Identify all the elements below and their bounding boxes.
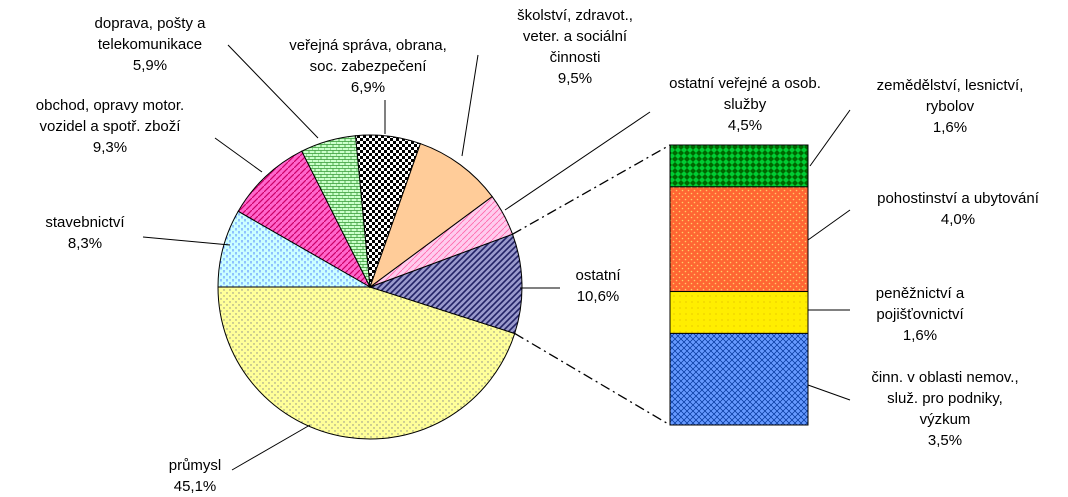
label-text: 45,1% [173, 478, 217, 495]
data-label: pohostinství a ubytování 4,0% [877, 188, 1039, 230]
pie-slice [237, 150, 372, 289]
label-text: obchod, opravy motor. vozidel a spotř. z… [35, 97, 185, 135]
data-label: doprava, pošty a telekomunikace 5,9% [95, 13, 206, 76]
label-text: 9,3% [92, 139, 128, 156]
label-text: průmysl [168, 457, 222, 474]
data-label: průmysl 45,1% [169, 455, 222, 497]
label-text: 1,6% [902, 327, 938, 344]
label-text: 3,5% [927, 432, 963, 449]
label-text: stavebnictví [45, 214, 125, 231]
data-label: obchod, opravy motor. vozidel a spotř. z… [36, 95, 184, 158]
leader-line [231, 424, 311, 471]
leader-line [807, 209, 851, 241]
data-label: stavebnictví 8,3% [45, 212, 124, 254]
label-text: peněžnictví a pojišťovnictví [875, 285, 965, 323]
pie-slice [368, 142, 493, 289]
label-text: zemědělství, lesnictví, rybolov [876, 77, 1024, 115]
data-label: peněžnictví a pojišťovnictví 1,6% [876, 283, 964, 346]
pie-slice [217, 210, 372, 288]
leader-line [807, 384, 851, 401]
pie-slice [368, 233, 523, 335]
label-text: činn. v oblasti nemov., služ. pro podnik… [871, 369, 1019, 428]
label-text: 10,6% [576, 288, 620, 305]
label-text: veřejná správa, obrana, soc. zabezpečení [289, 37, 447, 75]
label-text: 4,5% [727, 117, 763, 134]
leader-line [461, 54, 479, 157]
leader-line [214, 137, 263, 173]
data-label: ostatní veřejné a osob. služby 4,5% [669, 73, 821, 136]
bar-segment [669, 144, 809, 188]
label-text: ostatní [575, 267, 621, 284]
data-label: zemědělství, lesnictví, rybolov 1,6% [877, 75, 1024, 138]
data-label: činn. v oblasti nemov., služ. pro podnik… [871, 367, 1018, 451]
leader-line [227, 44, 319, 139]
label-text: 5,9% [132, 57, 168, 74]
label-text: školství, zdravot., veter. a sociální či… [517, 7, 633, 66]
data-label: veřejná správa, obrana, soc. zabezpečení… [289, 35, 447, 98]
label-text: 1,6% [932, 119, 968, 136]
pie-slice [217, 286, 516, 440]
data-label: školství, zdravot., veter. a sociální či… [517, 5, 633, 89]
label-text: 9,5% [557, 70, 593, 87]
label-text: ostatní veřejné a osob. služby [669, 75, 821, 113]
label-text: 4,0% [940, 211, 976, 228]
leader-line [504, 111, 651, 211]
bar-segment [669, 291, 809, 334]
leader-line [142, 236, 231, 246]
connector-line [512, 144, 671, 235]
label-text: 6,9% [350, 79, 386, 96]
label-text: doprava, pošty a telekomunikace [94, 15, 206, 53]
leader-line [809, 109, 851, 167]
label-text: pohostinství a ubytování [877, 190, 1039, 207]
connector-line [514, 332, 671, 426]
bar-segment [669, 332, 809, 426]
label-text: 8,3% [67, 235, 103, 252]
bar-segment [669, 186, 809, 293]
data-label: ostatní 10,6% [575, 265, 620, 307]
